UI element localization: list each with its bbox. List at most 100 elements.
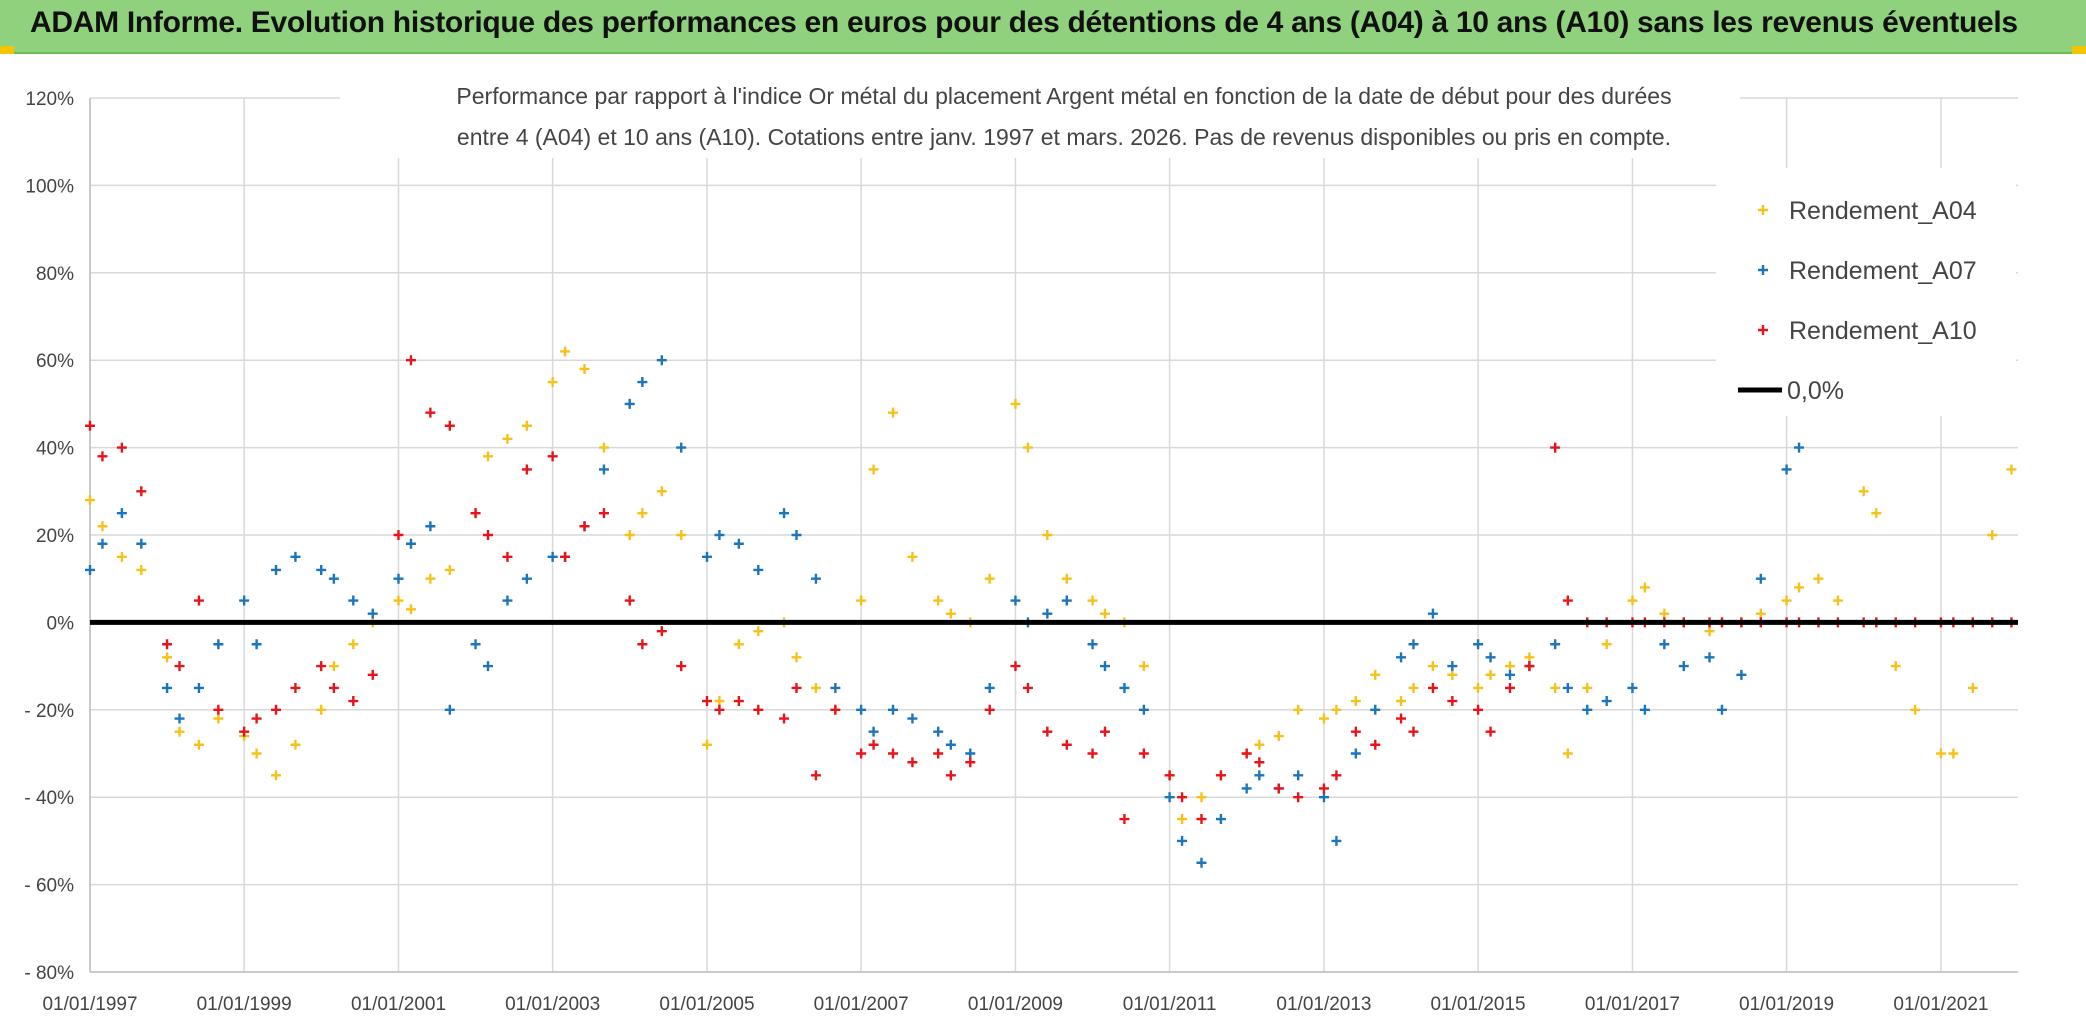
data-point (560, 346, 571, 357)
x-tick-label: 01/01/2007 (814, 994, 909, 1015)
data-point (444, 564, 455, 575)
data-point (1087, 639, 1098, 650)
chart-title: Performance par rapport à l'indice Or mé… (456, 83, 1671, 109)
data-point (1215, 814, 1226, 825)
data-point (1087, 595, 1098, 606)
data-point (393, 530, 404, 540)
data-point (393, 595, 404, 606)
data-point (1704, 626, 1715, 637)
data-point (1832, 595, 1843, 606)
data-point (1408, 726, 1419, 737)
y-tick-label: 0% (47, 613, 75, 634)
corner-mark-right (2072, 46, 2086, 54)
data-point (1061, 595, 1072, 606)
data-point (521, 573, 532, 584)
data-point (1177, 814, 1188, 825)
data-point (1582, 682, 1593, 693)
data-point (116, 551, 127, 562)
data-point (1813, 573, 1824, 584)
data-point (1099, 608, 1110, 619)
data-point (271, 704, 282, 715)
data-point (1755, 608, 1766, 619)
data-point (1550, 682, 1561, 693)
x-tick-label: 01/01/2009 (968, 994, 1063, 1015)
data-point (193, 595, 204, 606)
data-point (1119, 682, 1130, 693)
y-tick-label: 120% (25, 89, 74, 110)
data-point (887, 748, 898, 759)
data-point (676, 530, 687, 540)
y-tick-label: - 20% (24, 701, 74, 722)
data-point (425, 407, 436, 418)
data-point (290, 551, 301, 562)
data-point (393, 573, 404, 584)
y-tick-label: 80% (36, 264, 74, 285)
data-point (405, 355, 416, 366)
data-point (753, 564, 764, 575)
series-Rendement_A04 (85, 346, 2017, 825)
data-point (521, 420, 532, 431)
data-point (1504, 661, 1515, 672)
x-tick-label: 01/01/2013 (1276, 994, 1371, 1015)
data-point (162, 652, 173, 663)
data-point (405, 604, 416, 615)
data-point (933, 726, 944, 737)
data-point (791, 652, 802, 663)
data-point (483, 661, 494, 672)
data-point (1370, 739, 1381, 750)
data-point (1099, 726, 1110, 737)
data-point (1659, 639, 1670, 650)
data-point (1987, 530, 1998, 540)
legend-label: Rendement_A04 (1789, 197, 1977, 225)
data-point (521, 464, 532, 475)
x-tick-label: 01/01/1997 (42, 994, 137, 1015)
data-point (1215, 770, 1226, 781)
data-point (1196, 792, 1207, 803)
data-point (907, 757, 918, 768)
header-bar: ADAM Informe. Evolution historique des p… (0, 0, 2086, 54)
data-point (483, 530, 494, 540)
data-point (1099, 661, 1110, 672)
chart-area: 120% 100% 80% 60% 40% 20% 0% - 20% - 40% - 60% - 8… (0, 54, 2086, 1031)
data-point (637, 377, 648, 388)
data-point (1781, 464, 1792, 475)
data-point (779, 508, 790, 519)
data-point (656, 486, 667, 497)
data-point (444, 420, 455, 431)
data-point (1504, 682, 1515, 693)
y-tick-label: 60% (36, 351, 74, 372)
data-point (1408, 639, 1419, 650)
data-point (945, 608, 956, 619)
data-point (1010, 398, 1021, 409)
data-point (136, 538, 147, 549)
data-point (1473, 682, 1484, 693)
x-tick-label: 01/01/2011 (1123, 994, 1217, 1015)
legend-label: Rendement_A10 (1789, 317, 1977, 345)
data-point (733, 696, 744, 707)
data-point (1704, 652, 1715, 663)
data-point (1659, 608, 1670, 619)
data-point (1273, 731, 1284, 742)
data-point (1177, 835, 1188, 846)
data-point (1485, 669, 1496, 680)
data-point (868, 739, 879, 750)
data-point (1485, 726, 1496, 737)
data-point (1408, 682, 1419, 693)
data-point (271, 564, 282, 575)
data-point (251, 748, 262, 759)
data-point (1196, 857, 1207, 868)
data-point (136, 564, 147, 575)
y-tick-label: - 80% (24, 963, 74, 984)
y-tick-label: 40% (36, 439, 74, 460)
data-point (1524, 661, 1535, 672)
data-point (810, 682, 821, 693)
data-point (316, 661, 327, 672)
data-point (1370, 669, 1381, 680)
data-point (1627, 682, 1638, 693)
data-point (1678, 661, 1689, 672)
series-Rendement_A10 (85, 355, 2017, 825)
data-point (965, 748, 976, 759)
data-point (444, 704, 455, 715)
data-point (810, 573, 821, 584)
data-point (1042, 608, 1053, 619)
